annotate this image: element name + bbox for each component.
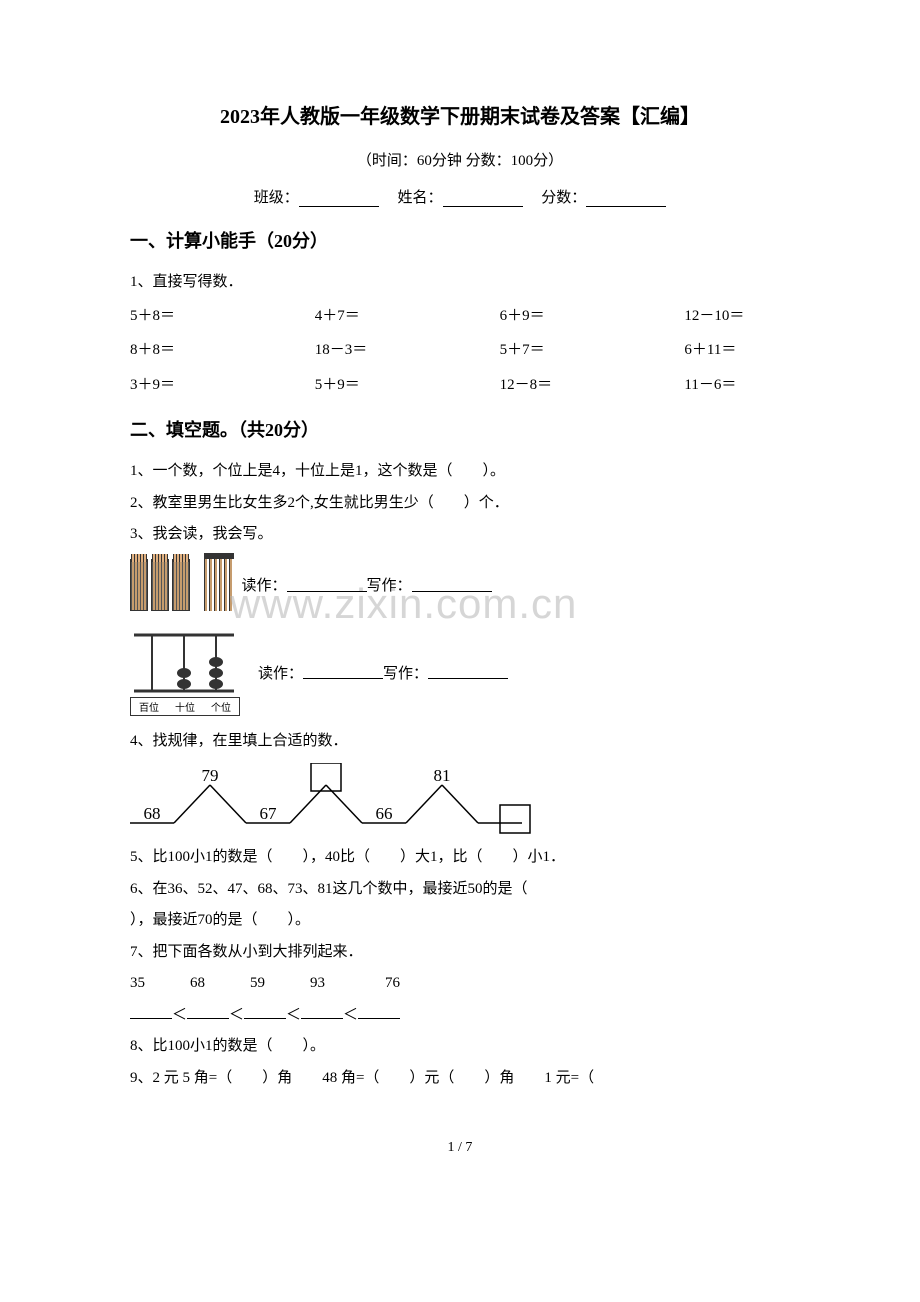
calc-cell: 12－10＝ xyxy=(684,299,790,334)
s2-q5: 5、比100小1的数是（ ），40比（ ）大1，比（ ）小1． xyxy=(130,842,790,874)
s2-q4: 4、找规律，在里填上合适的数． xyxy=(130,726,790,758)
calc-row: 5＋8＝ 4＋7＝ 6＋9＝ 12－10＝ xyxy=(130,299,790,334)
sort-numbers: 35 68 59 93 76 xyxy=(130,968,790,1000)
calc-cell: 18－3＝ xyxy=(315,333,500,368)
s2-q6a: 6、在36、52、47、68、73、81这几个数中，最接近50的是（ xyxy=(130,874,790,906)
abacus-row: 百位 十位 个位 读作： 写作： xyxy=(130,629,790,716)
calc-cell: 11－6＝ xyxy=(684,368,790,403)
pattern-diagram: 68 79 67 66 81 xyxy=(130,763,560,835)
calc-cell: 8＋8＝ xyxy=(130,333,315,368)
section-2-header: 二、填空题。（共20分） xyxy=(130,416,790,442)
s2-q2: 2、教室里男生比女生多2个,女生就比男生少（ ）个． xyxy=(130,488,790,520)
s2-q9: 9、2 元 5 角=（ ）角 48 角=（ ）元（ ）角 1 元=（ xyxy=(130,1063,790,1095)
class-blank xyxy=(299,191,379,207)
s2-q1: 1、一个数，个位上是4，十位上是1，这个数是（ ）。 xyxy=(130,456,790,488)
calc-cell: 6＋11＝ xyxy=(684,333,790,368)
s2-q3: 3、我会读，我会写。 xyxy=(130,519,790,551)
calc-cell: 12－8＝ xyxy=(500,368,685,403)
abacus-place-label: 个位 xyxy=(203,698,239,715)
s2-q7: 7、把下面各数从小到大排列起来． xyxy=(130,937,790,969)
subtitle: （时间：60分钟 分数：100分） xyxy=(130,149,790,170)
svg-text:66: 66 xyxy=(376,804,393,823)
calc-row: 8＋8＝ 18－3＝ 5＋7＝ 6＋11＝ xyxy=(130,333,790,368)
calc-cell: 5＋8＝ xyxy=(130,299,315,334)
section-1-header: 一、计算小能手（20分） xyxy=(130,227,790,253)
svg-text:81: 81 xyxy=(434,766,451,785)
page-number: 1 / 7 xyxy=(130,1140,790,1156)
calc-row: 3＋9＝ 5＋9＝ 12－8＝ 11－6＝ xyxy=(130,368,790,403)
student-info-line: 班级： 姓名： 分数： xyxy=(130,186,790,207)
svg-text:79: 79 xyxy=(202,766,219,785)
sort-blanks: ＜＜＜＜ xyxy=(130,1000,790,1032)
q1-label: 1、直接写得数． xyxy=(130,267,790,299)
calc-cell: 3＋9＝ xyxy=(130,368,315,403)
sticks-row: 读作： 写作： xyxy=(130,559,790,611)
abacus-place-label: 十位 xyxy=(167,698,203,715)
name-blank xyxy=(443,191,523,207)
counting-sticks-icon xyxy=(130,559,232,611)
read-blank xyxy=(303,665,383,679)
s2-q8: 8、比100小1的数是（ ）。 xyxy=(130,1031,790,1063)
calc-cell: 6＋9＝ xyxy=(500,299,685,334)
score-blank xyxy=(586,191,666,207)
s2-q6b: ），最接近70的是（ ）。 xyxy=(130,905,790,937)
write-blank xyxy=(412,578,492,592)
abacus-place-label: 百位 xyxy=(131,698,167,715)
abacus-icon: 百位 十位 个位 xyxy=(130,629,240,716)
calc-cell: 4＋7＝ xyxy=(315,299,500,334)
svg-text:67: 67 xyxy=(260,804,278,823)
write-label: 写作： xyxy=(383,662,428,683)
calc-cell: 5＋7＝ xyxy=(500,333,685,368)
class-label: 班级： xyxy=(254,190,299,206)
read-blank xyxy=(287,578,367,592)
read-label: 读作： xyxy=(258,662,303,683)
read-label: 读作： xyxy=(242,574,287,595)
svg-text:68: 68 xyxy=(144,804,161,823)
write-label: 写作： xyxy=(367,574,412,595)
score-label: 分数： xyxy=(541,190,586,206)
write-blank xyxy=(428,665,508,679)
calc-cell: 5＋9＝ xyxy=(315,368,500,403)
name-label: 姓名： xyxy=(397,190,442,206)
page-title: 2023年人教版一年级数学下册期末试卷及答案【汇编】 xyxy=(130,100,790,129)
